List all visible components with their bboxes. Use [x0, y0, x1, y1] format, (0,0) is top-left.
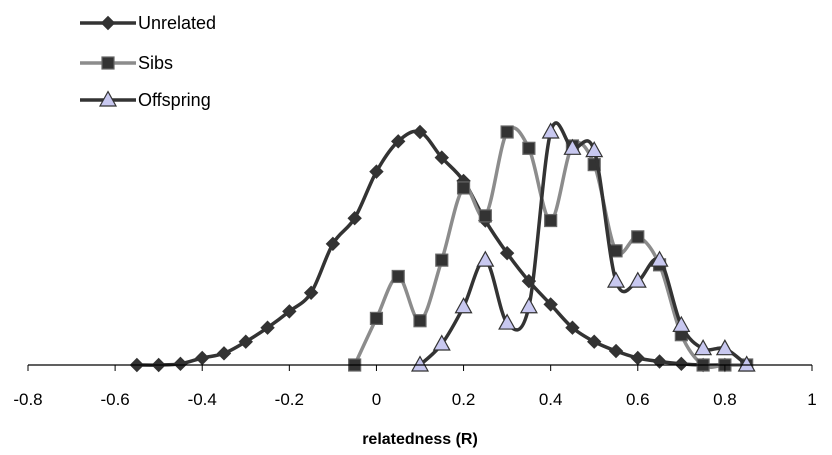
x-tick-label: 0: [372, 390, 381, 409]
x-tick-label: 1: [807, 390, 816, 409]
x-tick-label: -0.2: [275, 390, 304, 409]
data-point-unrelated: [565, 320, 580, 335]
data-point-sibs: [456, 181, 471, 195]
legend: Unrelated Sibs Offspring: [80, 13, 216, 110]
data-point-sibs: [478, 209, 492, 223]
data-point-offspring: [563, 138, 582, 155]
data-point-offspring: [650, 250, 669, 267]
data-point-offspring: [476, 250, 495, 267]
legend-label: Unrelated: [138, 13, 216, 33]
data-point-unrelated: [652, 354, 667, 369]
data-point-offspring: [432, 334, 451, 351]
data-point-unrelated: [543, 297, 558, 312]
data-point-sibs: [413, 314, 427, 328]
data-point-sibs: [391, 269, 405, 284]
data-point-offspring: [606, 271, 626, 288]
x-tick-label: 0.6: [626, 390, 650, 409]
x-tick-label: -0.4: [188, 390, 217, 409]
legend-marker-unrelated: [100, 15, 116, 31]
series-layer: [129, 121, 756, 373]
data-point-unrelated: [216, 346, 232, 361]
legend-label: Sibs: [138, 53, 173, 73]
data-point-unrelated: [674, 356, 689, 372]
data-point-unrelated: [173, 356, 188, 372]
data-point-unrelated: [195, 350, 210, 366]
data-point-offspring: [410, 355, 430, 372]
data-point-sibs: [522, 141, 536, 155]
data-point-offspring: [737, 355, 756, 372]
x-tick-label: 0.2: [452, 390, 476, 409]
data-point-offspring: [672, 315, 691, 332]
series-offspring: [410, 121, 756, 372]
data-point-unrelated: [391, 134, 406, 149]
data-point-offspring: [541, 122, 560, 139]
data-point-offspring: [694, 339, 713, 356]
data-point-sibs: [631, 230, 645, 244]
data-point-unrelated: [434, 150, 449, 165]
legend-marker-sibs: [101, 56, 115, 70]
data-point-offspring: [585, 141, 604, 158]
data-point-unrelated: [238, 334, 253, 349]
data-point-unrelated: [282, 304, 297, 319]
series-line-unrelated: [135, 129, 727, 367]
data-point-unrelated: [325, 236, 341, 252]
series-sibs: [348, 125, 754, 372]
data-point-unrelated: [499, 245, 515, 261]
data-point-unrelated: [260, 320, 275, 335]
data-point-offspring: [715, 339, 734, 356]
data-point-sibs: [544, 213, 558, 228]
data-point-sibs: [435, 253, 449, 267]
series-line-offspring: [418, 121, 749, 367]
data-point-offspring: [628, 271, 647, 288]
x-axis-title: relatedness (R): [362, 431, 478, 448]
data-point-unrelated: [347, 211, 362, 226]
data-point-unrelated: [608, 343, 624, 359]
data-point-sibs: [369, 311, 384, 325]
legend-item-unrelated: Unrelated: [80, 13, 216, 33]
x-tick-label: -0.6: [100, 390, 129, 409]
legend-label: Offspring: [138, 90, 211, 110]
data-point-offspring: [454, 297, 473, 314]
x-axis-ticks: -0.8 -0.6 -0.4 -0.2 0 0.2 0.4 0.6 0.8 1: [13, 365, 817, 409]
data-point-unrelated: [630, 350, 645, 366]
x-tick-label: 0.4: [539, 390, 563, 409]
data-point-sibs: [500, 125, 514, 139]
data-point-unrelated: [587, 334, 602, 349]
series-unrelated: [129, 124, 733, 373]
legend-item-sibs: Sibs: [80, 53, 173, 73]
data-point-unrelated: [412, 124, 428, 140]
data-point-offspring: [519, 297, 538, 314]
data-point-offspring: [498, 313, 517, 330]
x-tick-label: 0.8: [713, 390, 737, 409]
legend-item-offspring: Offspring: [80, 90, 211, 110]
legend-marker-offspring: [98, 90, 118, 107]
data-point-unrelated: [303, 285, 319, 300]
data-point-unrelated: [369, 164, 384, 179]
x-tick-label: -0.8: [13, 390, 42, 409]
